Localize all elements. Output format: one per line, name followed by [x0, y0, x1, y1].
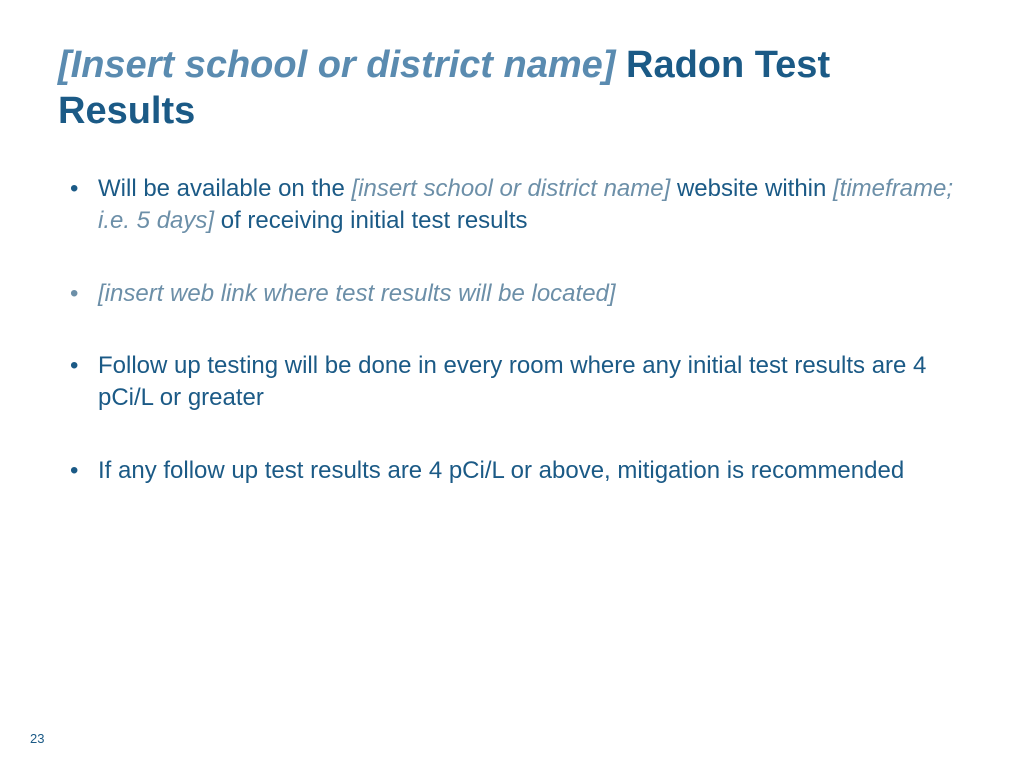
title-placeholder: [Insert school or district name] — [58, 44, 615, 86]
bullet-3: Follow up testing will be done in every … — [98, 350, 966, 415]
bullet-list: Will be available on the [insert school … — [58, 173, 966, 487]
bullet-1-text-3: of receiving initial test results — [221, 207, 528, 234]
bullet-1: Will be available on the [insert school … — [98, 173, 966, 238]
bullet-1-text-2: website within — [677, 175, 833, 202]
bullet-1-placeholder-1: [insert school or district name] — [351, 175, 676, 202]
bullet-2: [insert web link where test results will… — [98, 278, 966, 310]
bullet-2-placeholder: [insert web link where test results will… — [98, 280, 616, 307]
bullet-1-text-1: Will be available on the — [98, 175, 351, 202]
page-number: 23 — [30, 731, 44, 746]
slide-title: [Insert school or district name] Radon T… — [58, 42, 966, 135]
bullet-4: If any follow up test results are 4 pCi/… — [98, 455, 966, 487]
slide: [Insert school or district name] Radon T… — [0, 0, 1024, 768]
